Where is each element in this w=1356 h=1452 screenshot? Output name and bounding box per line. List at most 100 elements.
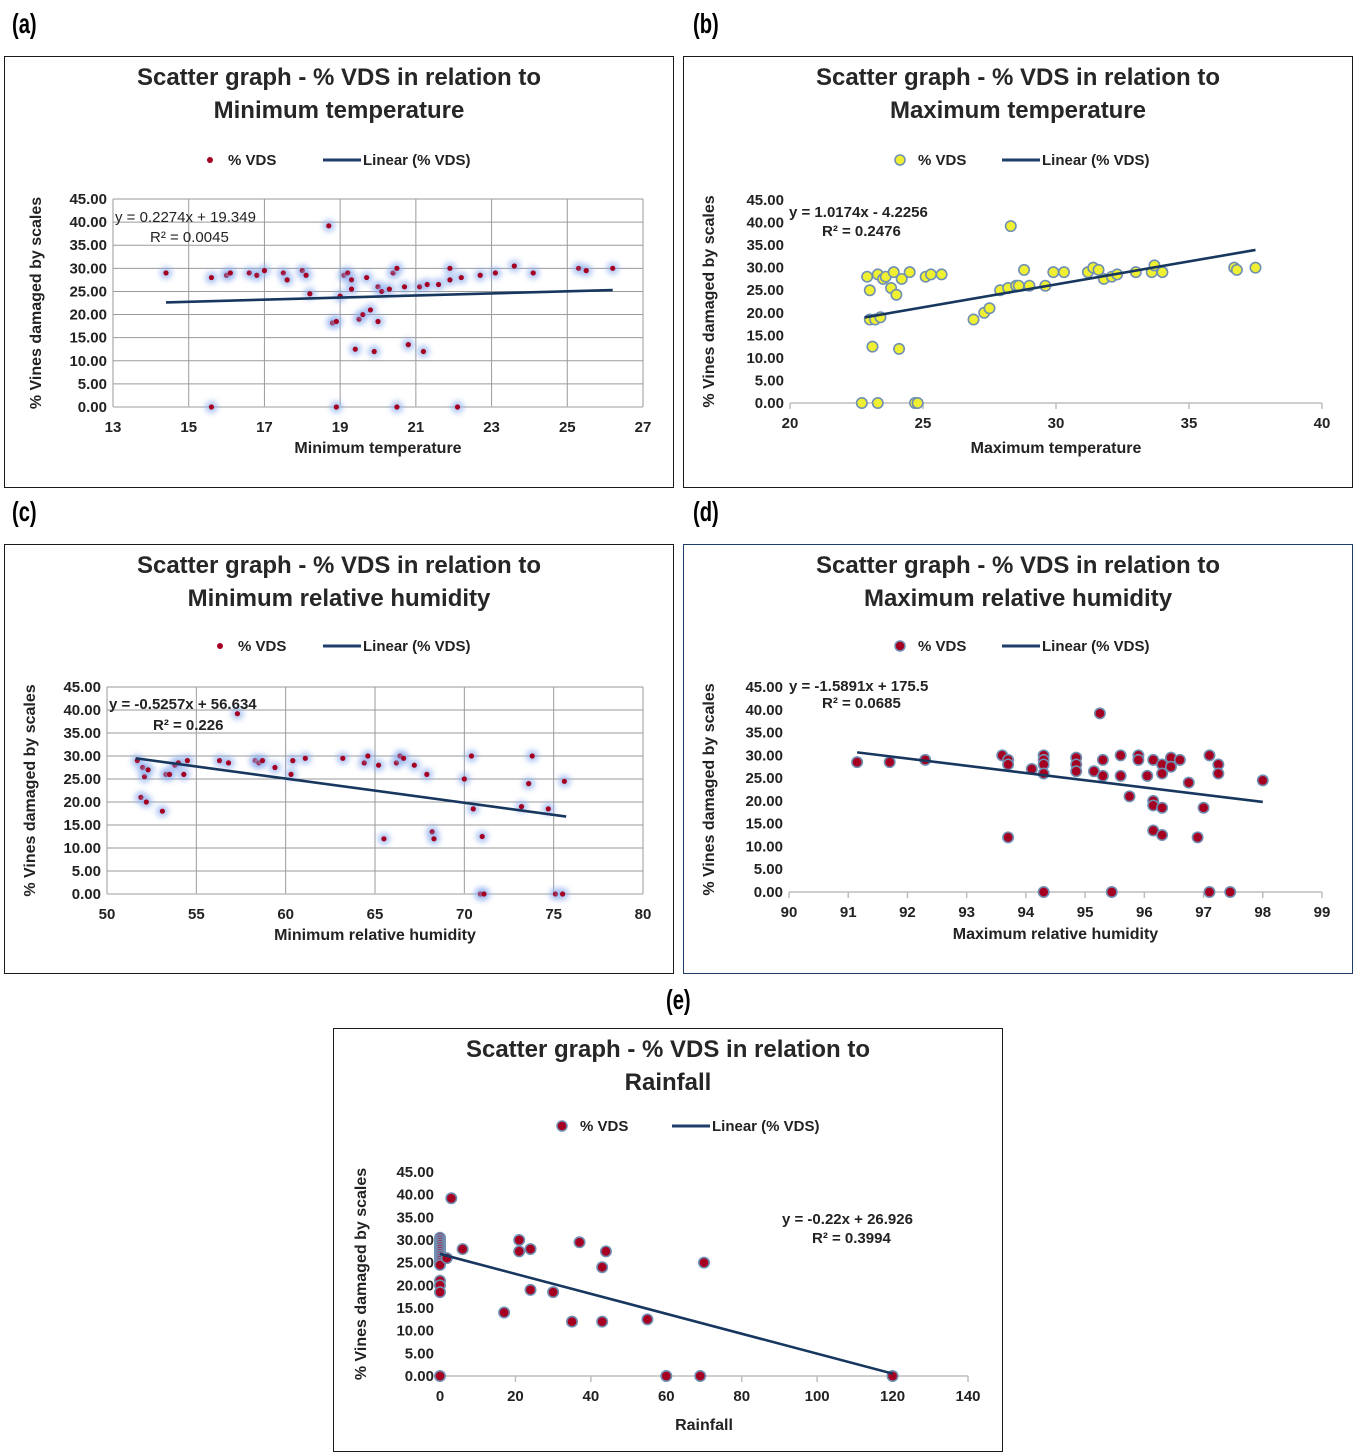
data-point [1212, 767, 1225, 780]
data-point [911, 396, 924, 409]
chart-legend: % VDS Linear (% VDS) [217, 638, 471, 655]
trendline-r-squared: R² = 0.226 [153, 717, 223, 734]
trendline [856, 751, 1263, 804]
data-point [641, 1313, 654, 1326]
x-tick-label: 60 [658, 1388, 675, 1405]
x-tick-label: 97 [1195, 904, 1212, 921]
chart-panel-min-temperature: Scatter graph - % VDS in relation to Mini… [4, 56, 674, 488]
chart-title-line-2: Rainfall [625, 1069, 712, 1096]
data-point [208, 274, 215, 281]
data-point [887, 266, 900, 279]
chart-title-line-1: Scatter graph - % VDS in relation to [137, 64, 541, 91]
chart-legend: % VDS Linear (% VDS) [894, 638, 1150, 655]
data-point [348, 286, 355, 292]
x-tick-label: 70 [456, 906, 473, 923]
x-tick-label: 50 [99, 906, 116, 923]
chart-panel-rainfall: Scatter graph - % VDS in relation to Rain… [333, 1028, 1003, 1452]
x-tick-label: 65 [367, 906, 384, 923]
data-point [1093, 707, 1106, 720]
data-point [184, 758, 190, 764]
data-point [610, 265, 616, 271]
data-point [560, 891, 566, 897]
data-point [576, 265, 582, 271]
data-point [234, 711, 241, 717]
data-point [365, 753, 371, 759]
data-point [1096, 769, 1109, 782]
data-point [417, 284, 423, 290]
data-point [461, 776, 467, 782]
x-tick-label: 75 [545, 906, 562, 923]
data-point [1203, 885, 1216, 898]
data-point [518, 804, 525, 810]
y-tick-label: 20.00 [396, 1277, 434, 1294]
data-point [498, 1306, 511, 1319]
chart-title-line-1: Scatter graph - % VDS in relation to [137, 552, 541, 579]
y-tick-label: 0.00 [72, 886, 101, 903]
data-point [855, 396, 868, 409]
legend-marker-icon [894, 154, 906, 166]
y-tick-label: 15.00 [396, 1300, 434, 1317]
y-tick-label: 0.00 [755, 395, 784, 412]
y-tick-label: 25.00 [746, 282, 784, 299]
data-point [348, 277, 355, 283]
data-point [1114, 749, 1127, 762]
data-point [424, 771, 430, 777]
data-point [924, 268, 937, 281]
chart-legend: % VDS Linear (% VDS) [556, 1118, 820, 1135]
data-point [393, 760, 400, 766]
data-point [526, 781, 532, 787]
data-point [524, 1283, 537, 1296]
data-point [697, 1256, 710, 1269]
data-point [166, 771, 173, 777]
data-point [447, 277, 453, 283]
x-axis-title: Minimum relative humidity [274, 927, 476, 944]
x-axis-title: Maximum relative humidity [953, 926, 1158, 943]
data-points [131, 707, 571, 900]
legend-series-label: % VDS [580, 1118, 628, 1135]
trendline-r-squared: R² = 0.0685 [822, 695, 901, 712]
data-point [1002, 831, 1015, 844]
data-points [855, 220, 1262, 409]
y-tick-label: 5.00 [78, 376, 107, 393]
data-point [524, 1243, 537, 1256]
chart-panel-min-humidity: Scatter graph - % VDS in relation to Mini… [4, 544, 674, 974]
chart-legend: % VDS Linear (% VDS) [207, 152, 471, 169]
data-point [307, 291, 313, 297]
trendline-r-squared: R² = 0.3994 [812, 1230, 891, 1247]
data-point [573, 1236, 586, 1249]
data-point [394, 404, 400, 410]
data-point [851, 756, 864, 769]
y-tick-label: 45.00 [69, 191, 107, 208]
y-axis-title: % Vines damaged by scales [701, 195, 718, 407]
data-point [375, 762, 382, 768]
data-point [477, 272, 483, 278]
chart-legend: % VDS Linear (% VDS) [894, 152, 1150, 169]
y-tick-label: 15.00 [746, 327, 784, 344]
data-point [143, 799, 149, 805]
data-points [160, 219, 619, 413]
legend-series-label: % VDS [918, 152, 966, 169]
legend-series-label: % VDS [228, 152, 276, 169]
chart-svg-a: Scatter graph - % VDS in relation to Mini… [28, 64, 651, 457]
data-point [513, 1245, 526, 1258]
y-tick-label: 30.00 [396, 1232, 434, 1249]
y-tick-label: 20.00 [746, 305, 784, 322]
data-point [411, 762, 417, 768]
data-point [454, 404, 461, 410]
data-point [596, 1315, 609, 1328]
chart-title-line-2: Minimum temperature [214, 97, 465, 124]
y-tick-label: 30.00 [63, 748, 101, 765]
data-point [381, 836, 387, 842]
data-point [1156, 829, 1169, 842]
data-point [1249, 261, 1262, 274]
data-point [371, 348, 377, 355]
data-point [400, 755, 407, 761]
data-point [1230, 263, 1243, 276]
data-point [435, 281, 442, 288]
data-point [333, 404, 339, 410]
y-tick-label: 25.00 [69, 283, 107, 300]
data-point [284, 277, 290, 283]
y-tick-label: 5.00 [754, 861, 783, 878]
data-point [1156, 767, 1169, 780]
legend-trend-label: Linear (% VDS) [1042, 638, 1150, 655]
